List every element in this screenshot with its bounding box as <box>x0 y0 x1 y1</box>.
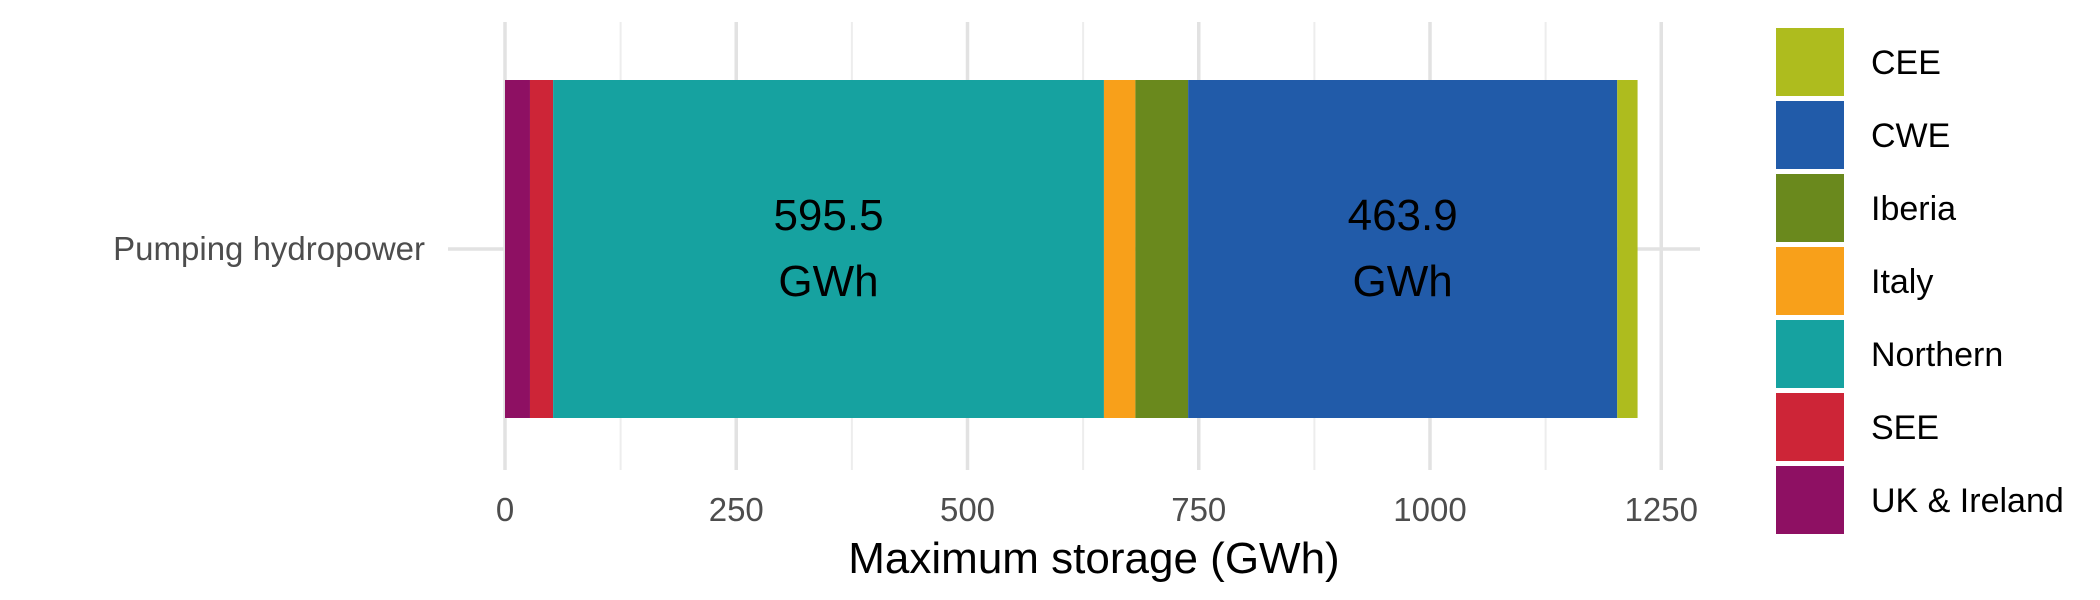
legend-label: Northern <box>1871 336 2003 374</box>
legend-swatch <box>1776 247 1844 315</box>
bar-segment <box>1135 80 1189 418</box>
data-label-value: 595.5 <box>773 191 883 240</box>
x-tick-label: 0 <box>496 491 514 528</box>
bar-segment <box>1103 80 1136 418</box>
data-label-unit: GWh <box>778 257 878 306</box>
legend-swatch <box>1776 28 1844 96</box>
legend-label: Italy <box>1871 263 1933 301</box>
legend-swatch <box>1776 466 1844 534</box>
y-category-label: Pumping hydropower <box>113 230 425 267</box>
bar-segment <box>1188 80 1618 418</box>
bar-segment <box>553 80 1104 418</box>
x-tick-label: 250 <box>709 491 764 528</box>
x-axis-ticks: 0 250 500 750 1000 1250 <box>496 491 1698 528</box>
legend-label: CWE <box>1871 117 1950 155</box>
legend-label: SEE <box>1871 409 1939 447</box>
y-axis-categories: Pumping hydropower <box>113 230 425 267</box>
x-tick-label: 1000 <box>1393 491 1466 528</box>
legend-swatch <box>1776 393 1844 461</box>
legend-label: Iberia <box>1871 190 1956 228</box>
data-label-value: 463.9 <box>1348 191 1458 240</box>
bar-segment <box>1617 80 1638 418</box>
bar-segment <box>529 80 554 418</box>
bar-segments: 595.5 GWh 463.9 GWh <box>505 80 1638 418</box>
legend-label: UK & Ireland <box>1871 482 2064 520</box>
x-axis-title: Maximum storage (GWh) <box>848 534 1339 583</box>
x-tick-label: 1250 <box>1625 491 1698 528</box>
x-tick-label: 500 <box>940 491 995 528</box>
bar-segment <box>505 80 530 418</box>
legend: CEE CWE Iberia Italy Northern SEE UK & Ireland <box>1776 28 2064 534</box>
data-label-unit: GWh <box>1353 257 1453 306</box>
legend-label: CEE <box>1871 44 1941 82</box>
legend-swatch <box>1776 101 1844 169</box>
legend-swatch <box>1776 320 1844 388</box>
legend-swatch <box>1776 174 1844 242</box>
x-tick-label: 750 <box>1171 491 1226 528</box>
